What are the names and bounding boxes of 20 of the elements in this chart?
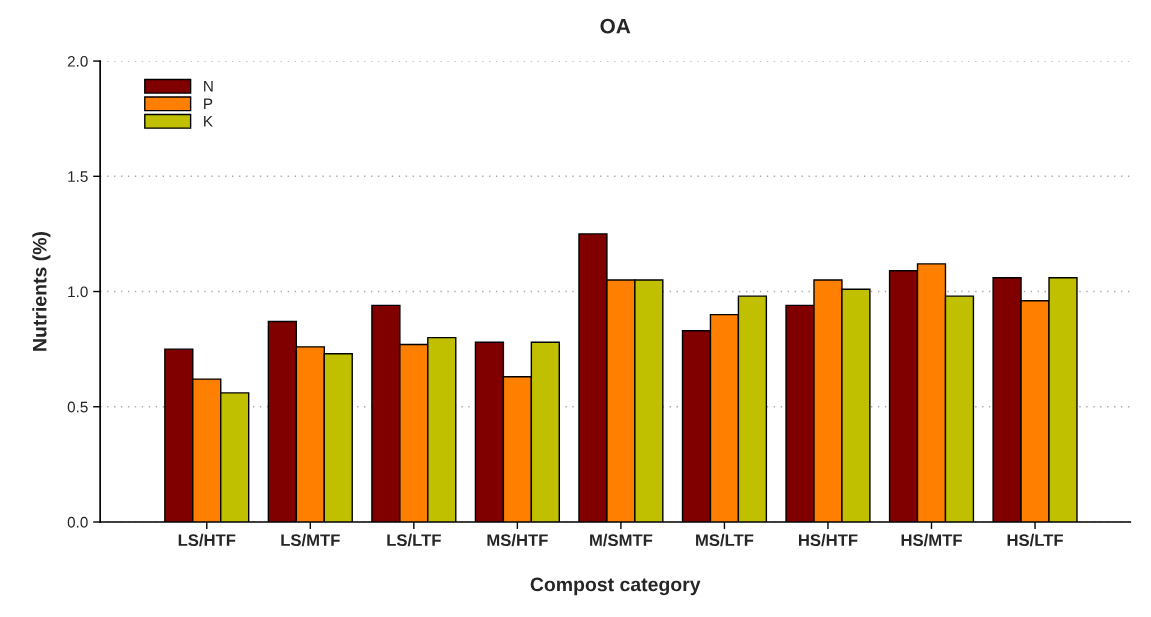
x-tick-label: HS/HTF — [798, 533, 858, 547]
x-tick-label: M/SMTF — [590, 533, 653, 547]
y-tick-label: 0.0 — [67, 516, 88, 528]
y-tick-label: 1.0 — [68, 286, 88, 298]
x-tick-label: MS/LTF — [696, 533, 754, 547]
legend-label: N — [204, 81, 213, 92]
x-axis-title: Compost category — [530, 577, 701, 596]
x-tick-label: LS/LTF — [387, 533, 441, 547]
y-tick-label: 0.5 — [67, 401, 88, 413]
x-tick-label: HS/LTF — [1007, 533, 1063, 547]
chart-title: OA — [600, 18, 631, 34]
y-tick-label: 1.5 — [68, 171, 88, 182]
legend-label: K — [204, 116, 213, 127]
legend-label: P — [204, 98, 213, 110]
x-tick-label: MS/HTF — [487, 533, 548, 547]
y-axis-title: Nutrients (%) — [32, 232, 51, 351]
x-tick-label: HS/MTF — [901, 533, 962, 547]
x-tick-label: LS/MTF — [281, 533, 340, 547]
x-tick-label: LS/HTF — [178, 533, 236, 547]
y-tick-label: 2.0 — [67, 55, 88, 67]
